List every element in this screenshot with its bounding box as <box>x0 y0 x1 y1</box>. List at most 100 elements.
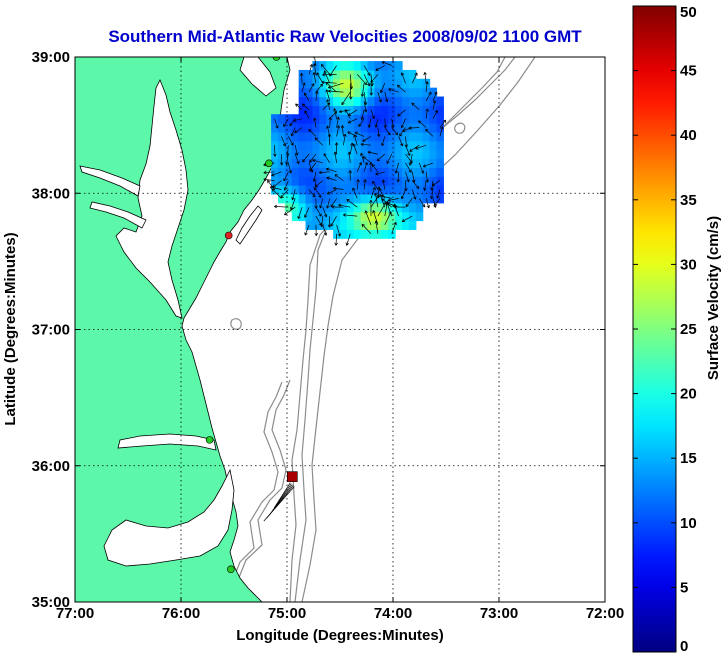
grid-lines <box>75 57 605 602</box>
velocity-vector <box>280 189 289 199</box>
velocity-vector <box>411 102 420 111</box>
velocity-cell <box>436 114 444 124</box>
velocity-cell <box>326 105 334 115</box>
velocity-cell <box>298 78 307 89</box>
velocity-cell <box>429 123 438 133</box>
velocity-cell <box>374 158 382 168</box>
velocity-vector <box>422 162 434 168</box>
velocity-cell <box>381 211 389 222</box>
velocity-cell <box>381 61 389 71</box>
velocity-vector <box>323 153 330 164</box>
velocity-cell <box>395 114 403 124</box>
velocity-cell <box>388 140 396 151</box>
velocity-cell <box>305 78 314 89</box>
axis-ticks: 77:00 76:00 75:00 74:00 73:00 72:00 35:00 36:00… <box>32 49 625 622</box>
velocity-vector <box>263 177 275 182</box>
velocity-vector <box>404 180 408 192</box>
velocity-cell <box>374 78 382 89</box>
velocity-vector <box>432 109 438 119</box>
velocity-cell <box>353 114 362 124</box>
velocity-vector <box>263 170 275 175</box>
velocity-cell <box>402 220 410 230</box>
velocity-vector <box>405 162 412 173</box>
velocity-cell <box>402 87 410 98</box>
velocity-cell <box>367 96 376 106</box>
velocity-vector <box>409 144 420 152</box>
albemarle-sound <box>117 433 217 451</box>
velocity-vector <box>411 189 417 200</box>
velocity-cell <box>436 123 444 133</box>
velocity-cell <box>277 176 286 186</box>
velocity-cell <box>333 87 341 98</box>
velocity-cell <box>395 123 403 133</box>
velocity-vector <box>439 119 447 128</box>
velocity-vector <box>322 207 328 218</box>
velocity-vector <box>411 72 418 84</box>
velocity-vector <box>370 74 379 84</box>
x-tick-label: 73:00 <box>480 605 518 622</box>
y-tick-label: 38:00 <box>32 185 70 202</box>
velocity-cell <box>291 167 300 177</box>
velocity-cell <box>408 140 417 151</box>
velocity-cell <box>319 96 327 106</box>
velocity-cell <box>374 96 382 106</box>
velocity-vector <box>369 83 374 96</box>
velocity-cell <box>395 87 403 98</box>
velocity-vector <box>391 127 399 136</box>
velocity-cell <box>408 105 417 115</box>
velocity-cell <box>333 105 341 115</box>
velocity-cell <box>422 185 431 195</box>
velocity-cell <box>415 167 424 177</box>
velocity-cell <box>312 96 320 106</box>
velocity-cell <box>326 96 334 106</box>
velocity-vector <box>283 171 289 182</box>
velocity-cell <box>374 229 382 239</box>
velocity-cell <box>374 61 382 71</box>
velocity-cell <box>374 202 382 213</box>
velocity-cell <box>291 176 300 186</box>
velocity-cell <box>415 131 424 142</box>
velocity-cell <box>312 69 320 80</box>
velocity-vector <box>304 207 310 218</box>
velocity-cell <box>319 158 327 168</box>
river-potomac <box>79 165 141 197</box>
velocity-cell <box>298 211 307 222</box>
velocity-vector <box>408 126 420 130</box>
velocity-vector <box>399 127 406 137</box>
velocity-vector <box>418 120 427 128</box>
velocity-vector <box>336 116 340 128</box>
velocity-vector <box>381 60 392 66</box>
velocity-vector <box>308 83 315 93</box>
velocity-cell <box>284 176 293 186</box>
velocity-cell <box>277 123 286 133</box>
velocity-cell <box>395 193 403 204</box>
velocity-cell <box>284 123 293 133</box>
velocity-cell <box>312 78 320 89</box>
velocity-cell <box>367 149 376 160</box>
velocity-cell <box>381 185 389 195</box>
velocity-cell <box>340 87 348 98</box>
velocity-cell <box>340 220 348 230</box>
x-tick-label: 74:00 <box>374 605 412 622</box>
velocity-cell <box>374 211 382 222</box>
velocity-vector <box>321 80 337 84</box>
land-mass <box>75 57 291 602</box>
colorbar-ticks: 0 5 10 15 20 25 30 35 40 45 50 <box>633 4 697 655</box>
velocity-vector <box>312 158 323 164</box>
velocity-cell <box>333 176 341 186</box>
velocity-cell <box>429 105 438 115</box>
velocity-vector <box>338 203 351 208</box>
velocity-cell <box>346 105 355 115</box>
velocity-cell <box>408 114 417 124</box>
bathymetry-contour <box>224 381 283 602</box>
velocity-vector <box>326 99 331 110</box>
velocity-cell <box>408 193 417 204</box>
velocity-vector <box>294 153 300 165</box>
velocity-vector <box>363 65 371 76</box>
velocity-cell <box>374 140 382 151</box>
velocity-vector <box>303 92 310 102</box>
velocity-cell <box>305 149 314 160</box>
velocity-cell <box>367 140 376 151</box>
velocity-cell <box>422 158 431 168</box>
velocity-vector <box>330 215 337 227</box>
